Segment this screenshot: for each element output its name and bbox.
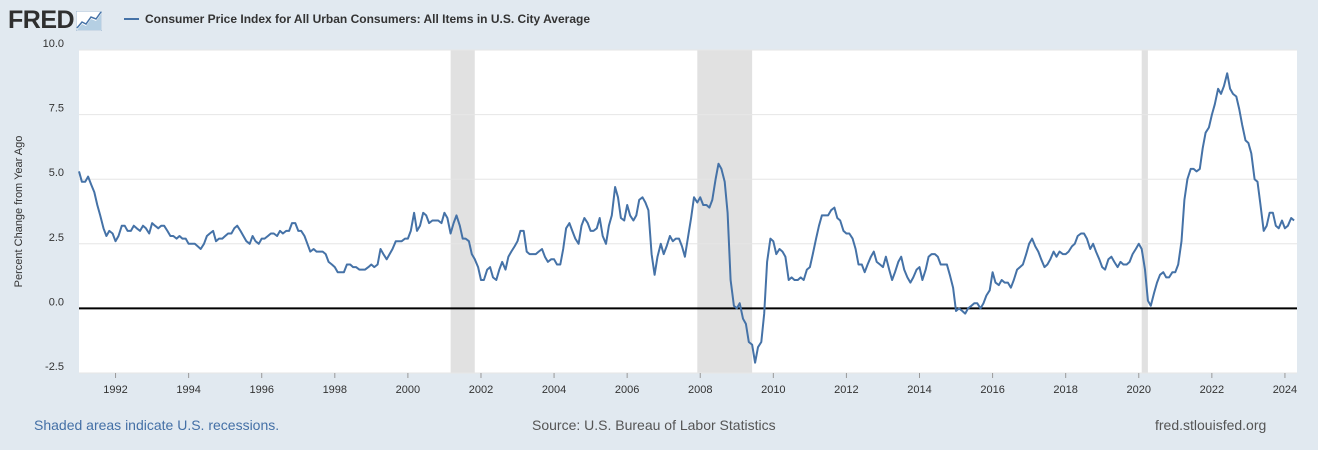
x-tick-label: 2002 bbox=[469, 384, 493, 396]
x-tick-label: 1998 bbox=[323, 384, 347, 396]
logo-text: FRED bbox=[8, 6, 75, 34]
x-axis-ticks: 1992 1994 1996 1998 2000 2002 2004 2006 2008 2010… bbox=[103, 373, 1297, 396]
x-tick-label: 1996 bbox=[249, 384, 273, 396]
source-note: Source: U.S. Bureau of Labor Statistics bbox=[532, 417, 776, 433]
x-tick-label: 1992 bbox=[103, 384, 127, 396]
recession-note-link[interactable]: Shaded areas indicate U.S. recessions. bbox=[34, 417, 280, 433]
cpi-line-chart[interactable]: 10.0 7.5 5.0 2.5 0.0 -2.5 1992 1994 1996 1998 200… bbox=[0, 0, 1318, 410]
cpi-series-line[interactable] bbox=[78, 72, 1295, 364]
x-tick-label: 2020 bbox=[1127, 384, 1151, 396]
legend-line-swatch bbox=[124, 18, 139, 20]
y-tick-label: -2.5 bbox=[45, 361, 64, 373]
recession-band bbox=[450, 50, 475, 373]
legend-label: Consumer Price Index for All Urban Consu… bbox=[145, 12, 590, 26]
x-tick-label: 2004 bbox=[542, 384, 566, 396]
x-tick-label: 2006 bbox=[615, 384, 639, 396]
site-link[interactable]: fred.stlouisfed.org bbox=[1155, 417, 1267, 433]
y-tick-label: 2.5 bbox=[49, 232, 64, 244]
x-tick-label: 2010 bbox=[761, 384, 785, 396]
y-tick-label: 5.0 bbox=[49, 167, 64, 179]
x-tick-label: 1994 bbox=[176, 384, 200, 396]
y-tick-label: 0.0 bbox=[49, 296, 64, 308]
x-tick-label: 2014 bbox=[907, 384, 931, 396]
x-tick-label: 2022 bbox=[1200, 384, 1224, 396]
recession-band bbox=[1141, 50, 1148, 373]
x-tick-label: 2016 bbox=[980, 384, 1004, 396]
y-tick-label: 7.5 bbox=[49, 103, 64, 115]
x-tick-label: 2000 bbox=[396, 384, 420, 396]
recession-shading bbox=[450, 50, 1148, 373]
y-tick-label: 10.0 bbox=[43, 38, 64, 50]
y-axis-label: Percent Change from Year Ago bbox=[13, 136, 25, 288]
x-tick-label: 2012 bbox=[834, 384, 858, 396]
x-tick-label: 2024 bbox=[1273, 384, 1297, 396]
fred-logo[interactable]: FRED bbox=[8, 6, 103, 35]
logo-graph-icon bbox=[76, 10, 103, 31]
plot-area bbox=[79, 50, 1297, 373]
x-tick-label: 2008 bbox=[688, 384, 712, 396]
recession-band bbox=[697, 50, 753, 373]
y-axis-ticks: 10.0 7.5 5.0 2.5 0.0 -2.5 bbox=[43, 38, 64, 373]
chart-legend[interactable]: Consumer Price Index for All Urban Consu… bbox=[124, 12, 590, 26]
x-tick-label: 2018 bbox=[1053, 384, 1077, 396]
